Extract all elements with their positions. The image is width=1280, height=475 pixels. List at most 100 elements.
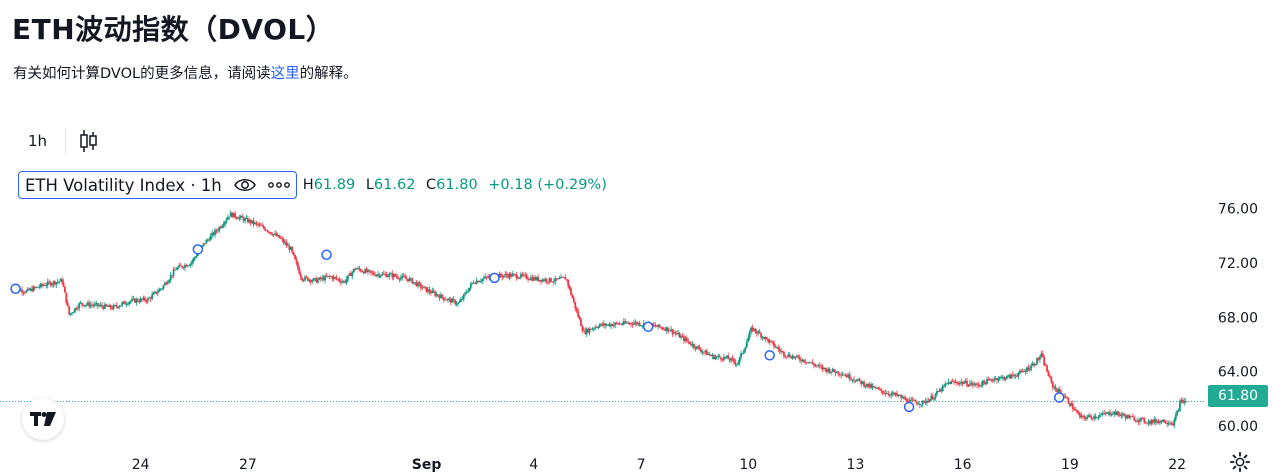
candle-body [278,235,281,239]
candle-body [691,343,694,346]
candle-body [99,304,102,306]
candle-body [109,305,112,309]
candle-body [873,386,875,388]
candle-body [547,281,550,283]
candle-body [500,273,502,276]
candle-body [881,390,884,393]
candle-body [389,273,392,275]
candle-body [1046,365,1048,372]
candle-body [178,265,181,268]
candle-body [1130,416,1133,417]
candle-body [1181,400,1184,403]
candle-body [1150,420,1153,424]
candle-body [1171,423,1174,426]
candle-body [914,400,917,403]
candle-body [745,342,748,348]
candle-body [448,298,451,300]
candle-body [388,273,391,277]
eye-icon[interactable] [233,177,256,193]
candle-body [470,283,472,288]
candle-body [1050,377,1053,382]
candle-body [478,281,481,283]
candle-body [274,233,276,235]
candle-body [984,382,987,385]
candle-body [315,278,318,283]
candle-body [564,277,567,280]
candle-body [439,294,442,299]
candle-body [618,323,621,325]
candle-body [404,276,407,279]
candle-body [304,276,306,281]
candle-body [610,324,612,327]
candle-body [930,395,933,400]
candle-body [284,242,286,244]
candle-body [1176,410,1179,416]
candle-body [152,292,155,295]
candle-body [129,300,132,302]
candle-body [1004,378,1007,380]
candle-body [52,281,55,285]
candle-body [305,276,308,278]
candle-body [421,287,424,289]
candle-body [877,387,880,389]
candle-body [1079,413,1081,418]
candle-body [1121,413,1124,415]
subtitle-link[interactable]: 这里 [270,66,300,82]
candle-body [218,227,221,231]
gear-icon[interactable] [1229,451,1251,473]
series-title-box[interactable]: ETH Volatility Index · 1h [18,171,297,199]
candle-body [598,325,601,328]
candle-body [693,343,695,348]
candle-body [898,395,901,397]
candle-body [948,381,951,385]
candle-body [1104,413,1107,415]
tradingview-logo[interactable] [22,398,64,440]
candle-body [365,269,368,272]
candle-body [325,275,328,277]
more-dots-icon[interactable] [267,181,290,189]
candle-body [1071,403,1074,409]
candle-body [1003,376,1006,380]
candle-body [432,290,435,293]
candle-body [996,378,998,381]
candle-body [145,300,148,302]
candle-body [191,261,194,264]
candle-body [445,299,448,301]
candle-body [622,321,625,325]
candle-body [1067,398,1070,404]
chart-style-button[interactable] [74,126,104,156]
interval-button[interactable]: 1h [28,132,48,150]
candle-body [45,285,48,287]
candle-body [429,292,432,294]
candle-body [560,276,562,279]
candle-body [399,277,402,280]
candle-body [538,279,541,281]
candle-body [837,371,840,375]
candle-body [590,328,592,330]
candle-body [730,358,732,361]
price-chart[interactable]: 76.00 72.00 68.00 64.00 60.00 24 27 Sep 4 7 10 13 16… [0,185,1280,475]
candle-body [338,279,341,282]
candle-body [447,298,449,301]
candle-body [58,281,61,283]
candle-body [299,274,302,278]
x-tick-label: 22 [1168,457,1186,473]
candle-body [181,265,184,268]
candle-body [748,331,751,338]
candle-body [753,328,755,331]
candle-body [863,381,865,387]
candle-body [149,297,152,299]
candle-body [454,300,457,305]
candle-body [735,364,738,365]
candle-body [1089,415,1091,417]
candle-body [394,274,397,277]
candle-body [595,327,598,328]
candle-body [893,392,895,395]
candle-body [974,383,977,385]
candle-body [831,368,834,372]
candle-body [964,380,967,383]
candle-body [843,374,845,376]
candle-body [897,395,900,397]
candle-body [172,269,175,276]
candle-body [155,291,158,294]
